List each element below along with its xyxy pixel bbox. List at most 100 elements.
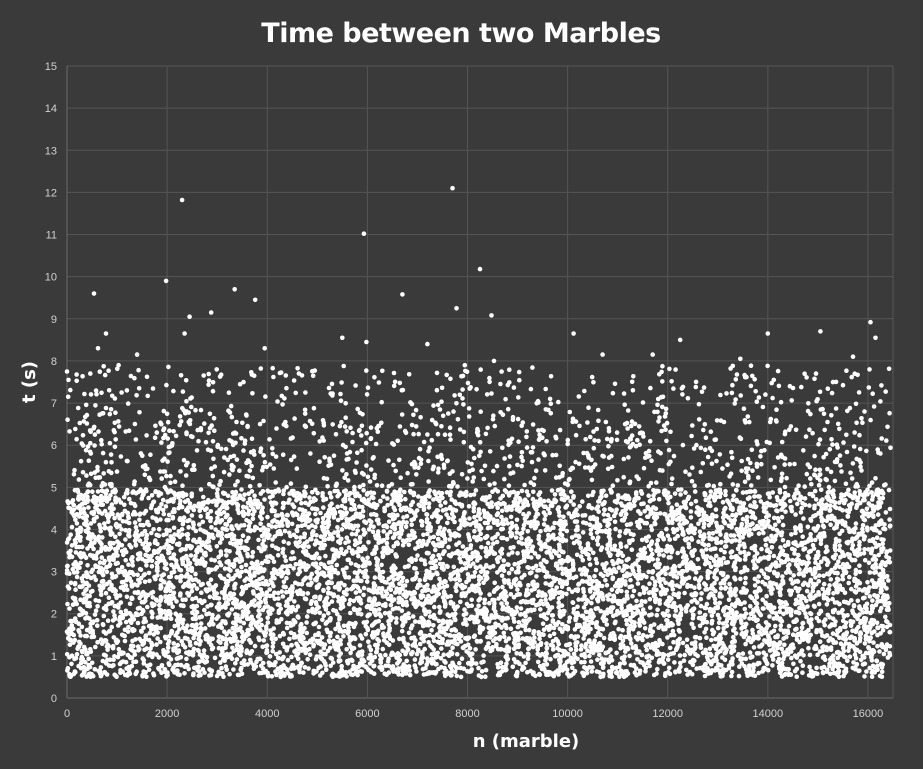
data-point [795,501,800,507]
data-point [731,628,736,633]
data-point [380,575,386,581]
data-point [410,499,416,505]
data-point [197,642,202,647]
data-point [857,446,863,452]
data-point [303,390,308,395]
data-point [72,467,77,473]
data-point [491,589,497,594]
data-point [94,391,99,397]
data-point [229,607,235,612]
data-point [778,399,784,405]
data-point [429,565,435,571]
data-point [536,457,541,462]
data-point [389,615,395,620]
data-point [646,659,651,665]
data-point [817,467,823,473]
data-point [326,585,331,591]
data-point [118,500,124,505]
data-point [886,578,891,583]
data-point [750,468,755,474]
data-point [406,611,411,616]
data-point [671,600,677,606]
data-point [339,527,345,532]
data-point [579,571,585,577]
data-point [693,499,699,504]
data-point [810,493,816,499]
data-point [515,587,520,592]
data-point [457,660,462,666]
data-point [95,623,100,628]
data-point [116,419,121,424]
data-point [693,640,698,645]
data-point [558,609,563,614]
data-point [709,613,715,618]
data-point [172,623,177,629]
data-point [655,402,660,408]
data-point [417,503,423,509]
data-point [626,455,631,460]
data-point [843,481,849,487]
data-point [506,570,512,576]
data-point [74,372,79,377]
data-point [810,430,815,436]
data-point [685,396,691,401]
data-point [242,492,247,498]
data-point [103,459,109,465]
data-point [672,660,677,665]
data-point [612,620,618,626]
data-point [358,633,363,638]
data-point [846,580,851,586]
data-point [826,484,832,490]
data-point [521,526,526,532]
data-point [341,363,347,369]
data-point [306,544,311,549]
data-point [178,419,184,424]
data-point [610,575,616,581]
data-point [502,634,507,640]
data-point [404,514,410,519]
data-point [837,506,842,511]
data-point [89,660,95,666]
data-point [778,605,783,610]
data-point [773,560,779,565]
data-point [494,539,500,545]
data-point [620,553,626,559]
data-point [769,533,774,539]
data-point [774,407,779,413]
data-point [530,445,536,450]
data-point [141,608,146,614]
data-point [578,545,584,551]
data-point [532,475,537,481]
data-point [231,667,236,672]
data-point [321,587,326,593]
data-point [573,647,579,653]
data-point [875,643,880,649]
data-point [65,417,70,423]
data-point [293,608,299,613]
data-point [438,515,444,520]
data-point [589,669,595,674]
data-point [349,507,355,512]
data-point [314,533,319,538]
data-point [524,434,529,440]
data-point [597,652,602,658]
data-point [146,623,152,629]
data-point [368,425,374,430]
data-point [388,602,394,608]
data-point [447,432,453,438]
data-point [829,437,834,442]
data-point [637,668,643,674]
data-point [478,449,483,455]
data-point [356,553,361,559]
data-point [812,488,818,494]
data-point [648,547,654,553]
data-point [219,536,225,542]
data-point [821,454,826,460]
data-point [433,421,439,427]
data-point [879,383,884,388]
data-point [733,577,738,582]
data-point [402,489,407,495]
data-point [137,538,143,543]
data-point [887,644,893,649]
data-point [542,517,547,522]
